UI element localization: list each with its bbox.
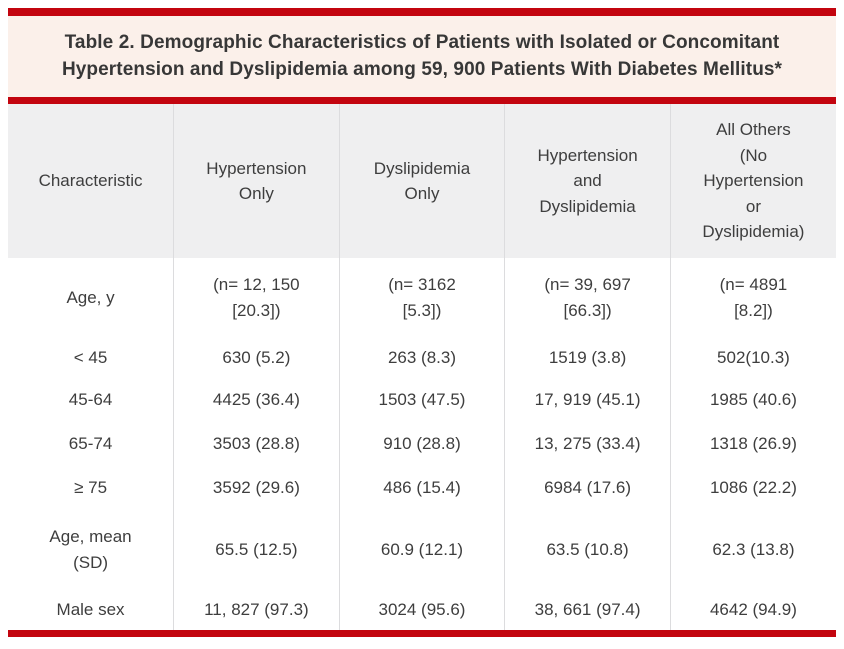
table-row-age-y: Age, y (n= 12, 150 [20.3]) (n= 3162 [5.3… — [8, 258, 836, 337]
cell: 486 (15.4) — [338, 466, 505, 509]
cell: 3503 (28.8) — [173, 421, 340, 466]
bottom-rule — [8, 630, 836, 637]
cell: 910 (28.8) — [338, 421, 505, 466]
cell: 502(10.3) — [669, 337, 836, 378]
cell: 3592 (29.6) — [173, 466, 340, 509]
mid-rule — [8, 97, 836, 104]
table-row-45-64: 45-64 4425 (36.4) 1503 (47.5) 17, 919 (4… — [8, 378, 836, 421]
cell: 63.5 (10.8) — [504, 509, 671, 590]
column-header-characteristic: Characteristic — [38, 171, 143, 191]
cell: 630 (5.2) — [173, 337, 340, 378]
row-label: Age, mean (SD) — [49, 527, 132, 572]
row-label: 65-74 — [68, 433, 113, 453]
cell: 17, 919 (45.1) — [504, 378, 671, 421]
row-label: ≥ 75 — [74, 477, 108, 497]
row-label: Male sex — [56, 600, 125, 620]
cell: 1318 (26.9) — [669, 421, 836, 466]
cell: 4425 (36.4) — [173, 378, 340, 421]
cell: (n= 3162 [5.3]) — [338, 258, 505, 337]
cell: 3024 (95.6) — [338, 590, 505, 630]
row-label: 45-64 — [68, 389, 113, 409]
demographics-table: Characteristic Hypertension Only Dyslipi… — [8, 104, 836, 630]
table-row-ge-75: ≥ 75 3592 (29.6) 486 (15.4) 6984 (17.6) … — [8, 466, 836, 509]
table-row-male-sex: Male sex 11, 827 (97.3) 3024 (95.6) 38, … — [8, 590, 836, 630]
table-title: Table 2. Demographic Characteristics of … — [62, 30, 782, 84]
header-row: Characteristic Hypertension Only Dyslipi… — [8, 104, 836, 258]
cell: 60.9 (12.1) — [338, 509, 505, 590]
cell: 38, 661 (97.4) — [504, 590, 671, 630]
cell: 4642 (94.9) — [669, 590, 836, 630]
cell: (n= 4891 [8.2]) — [669, 258, 836, 337]
table-title-label: Table 2. — [64, 31, 135, 53]
cell: 65.5 (12.5) — [173, 509, 340, 590]
table-row-lt-45: < 45 630 (5.2) 263 (8.3) 1519 (3.8) 502(… — [8, 337, 836, 378]
cell: 13, 275 (33.4) — [504, 421, 671, 466]
table-title-text: Demographic Characteristics of Patients … — [61, 31, 783, 80]
cell: 1086 (22.2) — [669, 466, 836, 509]
table-title-band: Table 2. Demographic Characteristics of … — [8, 16, 836, 97]
column-header-all-others: All Others (No Hypertension or Dyslipide… — [669, 104, 836, 258]
cell: 62.3 (13.8) — [669, 509, 836, 590]
cell: 263 (8.3) — [338, 337, 505, 378]
cell: 1985 (40.6) — [669, 378, 836, 421]
cell: 6984 (17.6) — [504, 466, 671, 509]
cell: 11, 827 (97.3) — [173, 590, 340, 630]
cell: (n= 12, 150 [20.3]) — [173, 258, 340, 337]
cell: 1519 (3.8) — [504, 337, 671, 378]
row-label: < 45 — [73, 347, 108, 367]
cell: (n= 39, 697 [66.3]) — [504, 258, 671, 337]
column-header-hypertension-only: Hypertension Only — [173, 104, 340, 258]
row-label: Age, y — [66, 287, 115, 307]
table-row-65-74: 65-74 3503 (28.8) 910 (28.8) 13, 275 (33… — [8, 421, 836, 466]
table-figure: Table 2. Demographic Characteristics of … — [8, 8, 836, 637]
column-header-dyslipidemia-only: Dyslipidemia Only — [338, 104, 505, 258]
top-rule — [8, 8, 836, 16]
column-header-hypertension-and-dyslipidemia: Hypertension and Dyslipidemia — [504, 104, 671, 258]
table-row-age-mean-sd: Age, mean (SD) 65.5 (12.5) 60.9 (12.1) 6… — [8, 509, 836, 590]
cell: 1503 (47.5) — [338, 378, 505, 421]
